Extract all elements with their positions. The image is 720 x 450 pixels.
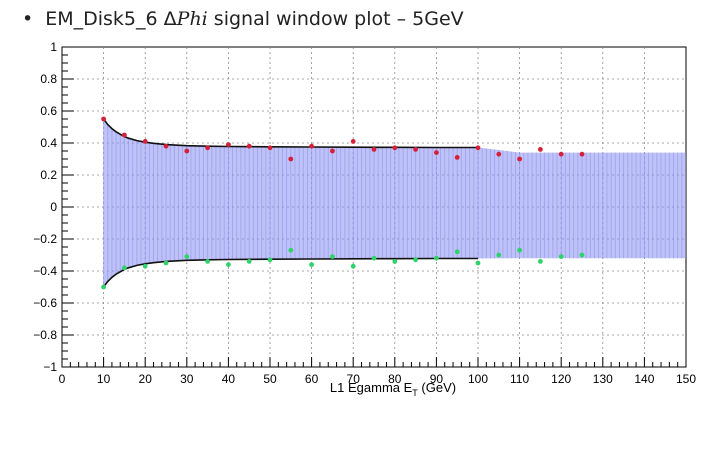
upper-point <box>517 156 522 162</box>
lower-point <box>454 249 460 255</box>
x-tick-label: 150 <box>676 372 696 386</box>
band-hatch <box>103 119 683 287</box>
y-tick-label: 0.2 <box>40 168 57 182</box>
upper-point <box>309 143 314 149</box>
y-tick-label: 0.6 <box>40 104 57 118</box>
x-tick-label: 100 <box>468 372 488 386</box>
x-tick-label: 140 <box>634 372 654 386</box>
upper-point <box>163 143 169 149</box>
x-tick-label: 30 <box>180 372 194 386</box>
upper-fit-curve <box>102 118 478 149</box>
upper-point <box>558 151 564 157</box>
x-axis-label: L1 Egamma ET (GeV) <box>330 380 456 398</box>
x-tick-label: 40 <box>222 372 236 386</box>
x-tick-label: 70 <box>347 372 361 386</box>
upper-point <box>413 147 418 152</box>
lower-point <box>538 259 543 264</box>
upper-point <box>330 148 335 154</box>
y-tick-label: −1 <box>43 360 57 374</box>
lower-point <box>350 263 356 269</box>
upper-point <box>392 145 398 151</box>
title-suffix: signal window plot – 5GeV <box>207 8 464 30</box>
y-tick-label: −0.8 <box>33 328 57 342</box>
title-italic: Phi <box>176 8 208 30</box>
lower-point <box>142 263 148 269</box>
upper-point <box>579 151 585 157</box>
upper-point <box>226 142 231 148</box>
lower-point <box>309 262 314 267</box>
slide-title: • EM_Disk5_6 ΔPhi signal window plot – 5G… <box>22 8 464 30</box>
x-tick-label: 0 <box>59 372 66 386</box>
lower-point <box>101 284 106 290</box>
lower-point <box>226 262 231 267</box>
upper-point <box>246 143 252 149</box>
lower-fit-curve <box>102 257 478 288</box>
x-axis-ticks: 0 10 20 30 40 50 60 70 80 90 100 110 120 130 140 150 <box>59 357 696 386</box>
y-tick-label: −0.2 <box>33 232 57 246</box>
upper-point <box>267 145 273 151</box>
x-tick-label: 110 <box>510 372 529 386</box>
x-tick-label: 60 <box>305 372 319 386</box>
upper-point <box>371 147 377 152</box>
upper-point <box>122 132 127 138</box>
x-tick-label: 50 <box>263 372 277 386</box>
lower-point <box>184 254 190 259</box>
data-points <box>101 116 585 290</box>
bullet-glyph: • <box>22 8 34 30</box>
upper-point <box>184 148 190 154</box>
x-axis-label-sub: T <box>412 388 418 398</box>
y-tick-label: −0.6 <box>33 296 57 310</box>
x-tick-label: 120 <box>551 372 571 386</box>
upper-point <box>350 139 356 144</box>
lower-point <box>392 259 398 264</box>
lower-point <box>496 252 502 258</box>
lower-point <box>246 259 252 264</box>
lower-point <box>475 260 481 266</box>
lower-point <box>122 265 127 271</box>
x-axis-label-main: L1 Egamma E <box>330 380 413 395</box>
y-tick-label: 0 <box>50 200 57 214</box>
upper-point <box>475 145 481 151</box>
upper-point <box>538 147 543 152</box>
lower-point <box>163 260 169 266</box>
lower-point <box>205 259 211 264</box>
x-axis-label-unit: (GeV) <box>418 380 456 395</box>
lower-point <box>517 247 522 253</box>
y-axis-ticks: −1 −0.8 −0.6 −0.4 −0.2 0 0.2 0.4 0.6 0.8 1 <box>33 40 74 374</box>
y-tick-label: 0.4 <box>40 136 57 150</box>
upper-point <box>288 156 294 162</box>
lower-point <box>330 254 335 259</box>
lower-point <box>413 257 418 263</box>
lower-point <box>558 254 564 259</box>
upper-point <box>496 151 502 157</box>
upper-point <box>205 145 211 151</box>
upper-point <box>454 155 460 160</box>
x-tick-label: 90 <box>430 372 444 386</box>
y-tick-label: 0.8 <box>40 72 57 86</box>
lower-point <box>371 255 377 261</box>
lower-point <box>288 247 294 253</box>
lower-point <box>267 257 273 263</box>
y-tick-label: −0.4 <box>33 264 57 278</box>
x-tick-label: 10 <box>97 372 111 386</box>
upper-point <box>434 150 439 156</box>
x-tick-label: 80 <box>388 372 402 386</box>
lower-point <box>434 255 439 261</box>
title-prefix: EM_Disk5_6 Δ <box>45 8 177 30</box>
upper-point <box>142 139 148 144</box>
lower-point <box>579 252 585 258</box>
y-tick-label: 1 <box>50 40 57 54</box>
x-tick-label: 20 <box>139 372 153 386</box>
x-tick-label: 130 <box>593 372 613 386</box>
upper-point <box>101 116 106 122</box>
